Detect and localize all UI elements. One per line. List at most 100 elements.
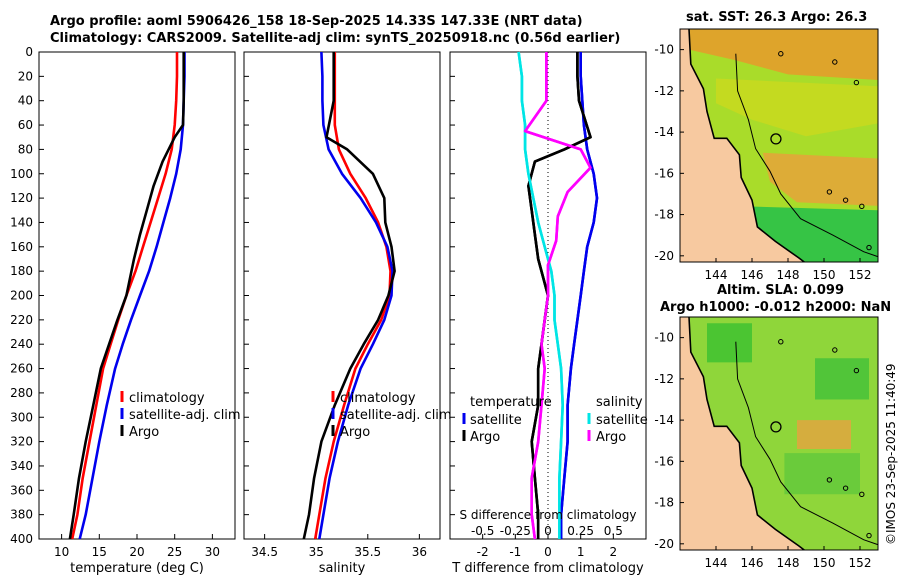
legend-label: climatology — [129, 391, 205, 406]
s-diff-tick-label: 0.5 — [604, 524, 623, 538]
y-tick-label: 320 — [10, 435, 33, 449]
reef-contour — [735, 341, 878, 546]
s-diff-tick-label: -0.25 — [500, 524, 531, 538]
plot-frame — [38, 51, 236, 540]
argo-location-marker — [770, 421, 782, 433]
y-tick-label: 160 — [10, 240, 33, 254]
y-tick-label: 120 — [10, 191, 33, 205]
x-tick-label: -2 — [477, 545, 489, 559]
x-tick-label: 34.5 — [251, 545, 278, 559]
legend-label: satellite — [470, 413, 522, 428]
island — [866, 532, 872, 539]
y-tick-label: 180 — [10, 264, 33, 278]
argo-location-marker — [770, 133, 782, 145]
island — [853, 367, 860, 374]
lon-tick-label: 150 — [813, 556, 836, 570]
y-tick-label: 260 — [10, 362, 33, 376]
difference-panel: -2 -1 0 1 2 T difference from climatology S di… — [449, 51, 648, 576]
lat-tick-label: -14 — [654, 125, 674, 139]
coastline — [688, 29, 806, 262]
temperature-panel: 0 20 40 60 80 100 120 140 160 180 200 220 240 260 280 3… — [10, 45, 241, 576]
field-band — [689, 29, 878, 80]
legend-label: satellite-adj. clim — [340, 408, 452, 423]
lat-tick-label: -10 — [654, 43, 674, 57]
map-frame — [679, 28, 879, 263]
island — [778, 51, 784, 57]
lat-tick-label: -14 — [654, 413, 674, 427]
s-diff-tick-label: -0.5 — [471, 524, 494, 538]
lon-tick-label: 152 — [849, 556, 872, 570]
reef-contour — [735, 53, 878, 258]
lat-tick-label: -10 — [654, 331, 674, 345]
x-tick-label: 0 — [544, 545, 552, 559]
sla-map-title-line-1: Altim. SLA: 0.099 — [717, 283, 844, 298]
island — [842, 197, 849, 203]
s-diff-axis-label: S difference from climatology — [460, 508, 637, 522]
series-line-temperature-argo — [527, 52, 592, 539]
island — [866, 244, 872, 251]
x-axis-label: T difference from climatology — [451, 561, 644, 576]
lon-tick-label: 146 — [741, 556, 764, 570]
x-tick-label: 10 — [54, 545, 69, 559]
coastline — [688, 317, 806, 550]
legend-label: satellite-adj. clim — [129, 408, 241, 423]
land-mass — [689, 29, 805, 262]
series-line-climatology — [313, 52, 392, 540]
legend-label: Argo — [596, 430, 626, 445]
lat-tick-label: -12 — [654, 372, 674, 386]
x-tick-label: -1 — [509, 545, 521, 559]
lat-tick-label: -18 — [654, 496, 674, 510]
y-tick-label: 300 — [10, 410, 33, 424]
lon-tick-label: 150 — [813, 268, 836, 282]
figure-title-line-1: Argo profile: aoml 5906426_158 18-Sep-20… — [50, 14, 583, 29]
lon-tick-label: 148 — [777, 268, 800, 282]
y-tick-label: 400 — [10, 532, 33, 546]
sst-map-title: sat. SST: 26.3 Argo: 26.3 — [686, 10, 868, 25]
lon-tick-label: 152 — [849, 268, 872, 282]
field-band — [716, 78, 878, 137]
y-tick-label: 140 — [10, 215, 33, 229]
legend-heading-temperature: temperature — [470, 395, 552, 410]
lat-tick-label: -18 — [654, 208, 674, 222]
legend-label: climatology — [340, 391, 416, 406]
field-band — [797, 420, 851, 449]
map-field — [680, 29, 878, 262]
series-line-salinity-satellite — [517, 51, 565, 539]
sla-map: -10 -12 -14 -16 -18 -20 144 146 148 150 152 — [654, 316, 879, 570]
lon-tick-label: 144 — [705, 268, 728, 282]
legend-label: satellite — [596, 413, 648, 428]
series-line-climatology — [70, 52, 179, 540]
x-tick-label: 2 — [610, 545, 618, 559]
x-tick-label: 30 — [205, 545, 220, 559]
field-band — [762, 152, 878, 206]
island — [826, 189, 833, 195]
x-tick-label: 15 — [92, 545, 107, 559]
series-line-argo — [68, 52, 185, 540]
y-tick-label: 100 — [10, 167, 33, 181]
x-tick-label: 1 — [577, 545, 585, 559]
sst-map: -10 -12 -14 -16 -18 -20 144 146 148 150 152 — [654, 28, 879, 282]
y-tick-label: 60 — [18, 118, 33, 132]
lat-tick-label: -16 — [654, 454, 674, 468]
y-tick-label: 380 — [10, 508, 33, 522]
salinity-panel: 34.5 35 35.5 36 salinity climatology satellite… — [243, 51, 452, 576]
lat-tick-label: -20 — [654, 249, 674, 263]
lat-tick-label: -12 — [654, 84, 674, 98]
y-tick-label: 220 — [10, 313, 33, 327]
island — [859, 491, 865, 498]
y-tick-label: 20 — [18, 69, 33, 83]
series-line-temperature-satellite — [559, 52, 599, 539]
island — [832, 347, 838, 353]
island — [859, 203, 865, 210]
land-mass — [689, 317, 805, 550]
y-tick-label: 340 — [10, 459, 33, 473]
s-diff-tick-label: 0 — [544, 524, 552, 538]
lat-tick-label: -16 — [654, 166, 674, 180]
sla-map-title-line-2: Argo h1000: -0.012 h2000: NaN — [660, 300, 892, 315]
x-tick-label: 20 — [129, 545, 144, 559]
lon-tick-label: 148 — [777, 556, 800, 570]
figure-title-line-2: Climatology: CARS2009. Satellite-adj cli… — [50, 31, 621, 46]
y-tick-label: 0 — [25, 45, 33, 59]
legend-label: Argo — [470, 430, 500, 445]
lat-tick-label: -20 — [654, 537, 674, 551]
